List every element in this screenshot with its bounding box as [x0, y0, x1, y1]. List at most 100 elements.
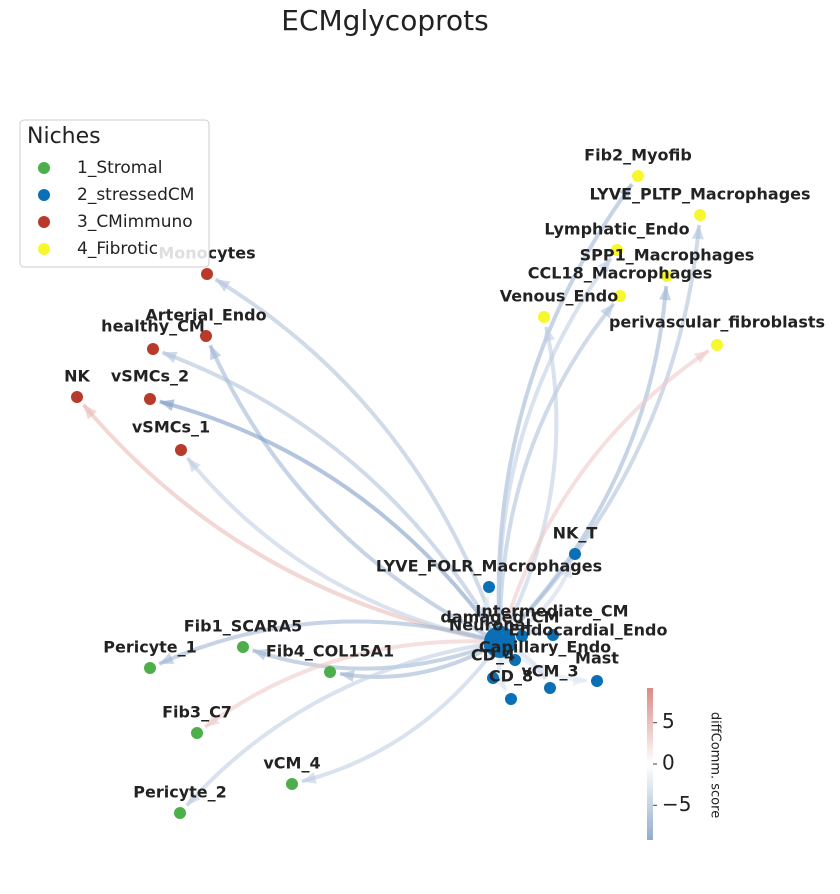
node-label: Lymphatic_Endo — [544, 220, 689, 239]
edge — [251, 640, 501, 671]
legend-marker — [38, 189, 50, 201]
edge-arrow — [83, 404, 98, 420]
node — [71, 391, 83, 403]
node-label: Capillary_Endo — [479, 638, 611, 657]
edge — [498, 285, 669, 644]
edge-arrow — [600, 303, 614, 319]
edge-arrow — [560, 563, 573, 579]
edge-arrow — [159, 399, 175, 411]
node — [324, 666, 336, 678]
edge — [208, 344, 501, 644]
edge — [159, 399, 502, 644]
node — [516, 630, 528, 642]
node-label: damaged_CM — [440, 608, 559, 627]
edge — [185, 640, 501, 807]
node-label: perivascular_fibroblasts — [609, 313, 825, 332]
node — [175, 444, 187, 456]
colorbar-tick-label: −5 — [662, 792, 691, 816]
node — [484, 640, 496, 652]
node — [483, 581, 495, 593]
edge-arrow — [215, 279, 231, 292]
edges — [81, 182, 710, 807]
node — [711, 339, 723, 351]
node-label: Fib4_COL15A1 — [266, 642, 394, 661]
edge-arrow — [572, 674, 588, 687]
node-label: vCM_3 — [521, 662, 578, 681]
node — [694, 209, 706, 221]
colorbar-label: diffComm. score — [708, 712, 723, 818]
edge — [203, 639, 501, 729]
legend-box — [19, 119, 210, 268]
edge-arrow — [339, 670, 355, 682]
node-label: LYVE_FOLR_Macrophages — [376, 557, 602, 576]
node — [191, 727, 203, 739]
node-label: vSMCs_1 — [132, 418, 210, 437]
node — [286, 778, 298, 790]
edge — [301, 640, 502, 784]
node — [611, 244, 623, 256]
edge — [497, 302, 616, 643]
node — [538, 311, 550, 323]
edge — [496, 256, 613, 643]
legend-label: 3_CMimmuno — [77, 212, 193, 232]
node-label: healthy_CM — [101, 317, 205, 336]
edge-arrow — [618, 184, 633, 199]
node-label: vCM_4 — [263, 754, 320, 773]
node-label: Arterial_Endo — [145, 306, 266, 325]
edge-arrow — [533, 663, 546, 680]
node — [174, 807, 186, 819]
edge-arrow — [597, 258, 612, 273]
colorbar-tick-label: 5 — [662, 709, 675, 733]
colorbar-ticks: 5 0 −5 — [653, 709, 691, 816]
node-label: Endocardial_Endo — [509, 621, 668, 640]
chart-title: ECMglycoprots — [281, 4, 488, 37]
node-label: Mast — [575, 649, 619, 668]
edge — [339, 640, 501, 679]
node — [614, 290, 626, 302]
edge — [214, 277, 502, 643]
legend-label: 1_Stromal — [77, 158, 163, 178]
node-label: Neuronal — [449, 616, 531, 635]
legend: 1_Stromal 2_stressedCM 3_CMimmuno 4_Fibroti… — [38, 158, 194, 259]
edge-arrow — [528, 624, 544, 636]
node-label: Fib2_Myofib — [584, 146, 692, 165]
legend-marker — [38, 243, 50, 255]
node-label: Pericyte_1 — [103, 638, 197, 657]
node — [144, 393, 156, 405]
legend-title: Niches — [27, 124, 101, 149]
legend-label: 4_Fibrotic — [77, 239, 158, 259]
legend-marker — [38, 162, 50, 174]
node-label: CD_8 — [489, 667, 533, 686]
node-label: LYVE_PLTP_Macrophages — [589, 185, 810, 204]
edge-arrow — [186, 791, 201, 806]
node-label: Fib3_C7 — [162, 703, 232, 722]
node — [200, 330, 212, 342]
node — [505, 693, 517, 705]
node-label: vSMCs_2 — [111, 367, 189, 386]
node — [147, 343, 159, 355]
node-label: SPP1_Macrophages — [580, 246, 755, 265]
edge-arrow — [187, 457, 201, 473]
edge-arrow — [691, 224, 704, 240]
edge — [498, 348, 710, 643]
node — [201, 268, 213, 280]
edge-arrow — [301, 772, 317, 784]
node — [547, 629, 559, 641]
node — [632, 170, 644, 182]
node-label: CD_4 — [471, 646, 515, 665]
edge-arrow — [659, 285, 672, 301]
node-label: Intermediate_CM — [475, 602, 628, 621]
node — [509, 654, 521, 666]
node-label: CCL18_Macrophages — [528, 264, 713, 283]
colorbar — [647, 688, 653, 840]
edge-arrow — [205, 713, 220, 728]
edge-arrow — [252, 649, 268, 661]
edge-arrow — [479, 596, 492, 612]
edge-arrow — [162, 351, 178, 363]
edge — [158, 619, 501, 666]
edge — [161, 350, 502, 644]
edge-arrow — [159, 652, 175, 664]
node-label: Pericyte_2 — [133, 783, 227, 802]
node-label: Venous_Endo — [500, 287, 618, 306]
